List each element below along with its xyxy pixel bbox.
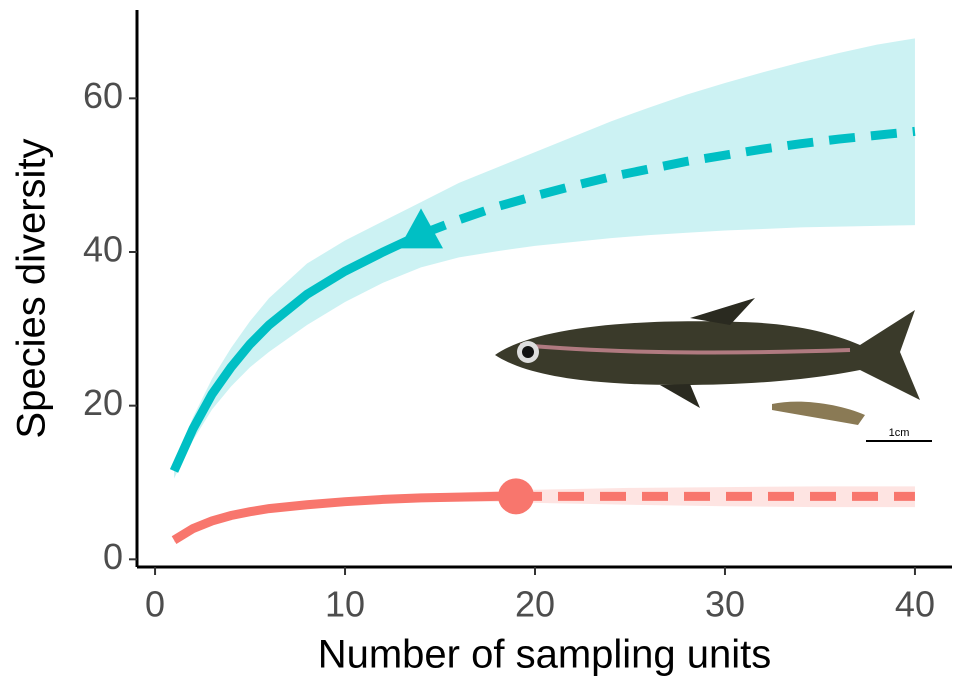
scale-label: 1cm: [889, 427, 910, 439]
small-fish: [772, 402, 865, 425]
y-tick-label: 60: [83, 75, 123, 116]
x-tick-label: 40: [895, 584, 935, 625]
y-tick-label: 40: [83, 229, 123, 270]
x-tick-label: 0: [145, 584, 165, 625]
confidence-ribbon: [174, 202, 421, 479]
x-tick-label: 10: [325, 584, 365, 625]
fish-pupil: [522, 346, 534, 358]
y-tick-label: 20: [83, 382, 123, 423]
chart: 1cm 0 10 20 30 40 0 20 40 60 Number of sampling u…: [0, 0, 954, 682]
fish-fin: [690, 298, 755, 325]
fish-illustration: 1cm: [495, 298, 932, 441]
curve: [174, 496, 516, 540]
y-tick-label: 0: [103, 536, 123, 577]
confidence-ribbon: [421, 38, 915, 267]
x-tick-label: 30: [705, 584, 745, 625]
x-axis-title: Number of sampling units: [318, 633, 772, 677]
large-fish: [495, 310, 920, 400]
x-tick-label: 20: [515, 584, 555, 625]
y-axis-title: Species diversity: [10, 138, 54, 438]
fish-fin: [660, 384, 700, 408]
reference-point: [498, 478, 534, 514]
plot-area: [174, 38, 915, 542]
